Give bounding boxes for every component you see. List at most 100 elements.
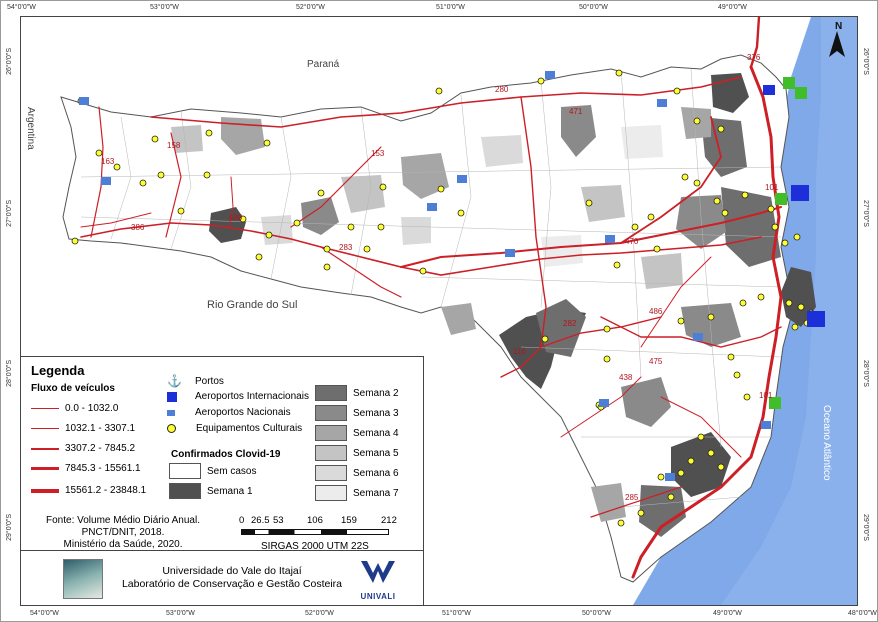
legend-no-cases: Sem casos [169,463,256,479]
university-name: Universidade do Vale do Itajaí [162,565,302,577]
coord-top-53: 53°0'0"W [150,4,179,11]
international-airports [763,85,825,327]
road-label-475: 475 [649,357,663,366]
flow-line-1 [31,408,59,409]
intl-airport-legend-icon [167,391,177,402]
coord-bottom-48: 48°0'0"W [848,610,877,617]
road-br475 [600,316,782,348]
univali-text: UNIVALI [360,592,396,601]
week3-area-w [301,197,339,235]
road-label-470: 470 [625,237,639,246]
ports [769,77,807,409]
label-argentina: Argentina [25,107,36,150]
week6-swatch [315,465,347,481]
road-label-283: 283 [339,243,353,252]
legend-week7: Semana 7 [315,485,399,501]
week5-area-1 [341,175,385,213]
week7-label: Semana 7 [353,487,399,499]
week1-area-sul [671,432,731,497]
legend-week5: Semana 5 [315,445,399,461]
scale-tick-26: 26.5 [251,515,270,526]
road-label-282: 282 [563,319,577,328]
no-cases-label: Sem casos [207,465,257,477]
flow-line-5 [31,488,59,493]
week2-swatch [315,385,347,401]
institution-footer: Universidade do Vale do Itajaí Laboratór… [21,550,423,606]
scale-bar-graphic [241,529,389,535]
map-svg [60,17,857,605]
legend-week3: Semana 3 [315,405,399,421]
road-label-158: 158 [167,141,181,150]
week1-swatch [169,483,201,499]
coord-top-54: 54°0'0"W [7,4,36,11]
cultural-legend-icon [167,424,176,433]
road-label-163: 163 [101,157,115,166]
week4-label: Semana 4 [353,427,399,439]
flow-class-3-label: 3307.2 - 7845.2 [65,443,136,454]
airport-icon [693,333,703,341]
airport-icon [101,177,111,185]
airport-icon [427,203,437,211]
road-sul-link [660,396,742,458]
covid-municipalities [171,73,816,537]
week5-label: Semana 5 [353,447,399,459]
coord-left-27: 27°0'0"S [6,200,13,227]
legend-week2: Semana 2 [315,385,399,401]
coord-top-50: 50°0'0"W [579,4,608,11]
week1-area-oeste [209,207,246,243]
road-br285 [590,486,682,518]
port-icon [795,87,807,99]
ocean-shade [721,17,857,605]
week4-area-3 [441,303,476,335]
road-network [80,17,783,579]
road-label-285: 285 [625,493,639,502]
week1-label: Semana 1 [207,485,253,497]
road-label-471: 471 [569,107,583,116]
cultural-label: Equipamentos Culturais [196,423,303,434]
week5-swatch [315,445,347,461]
road-label-116: 116 [513,347,526,356]
institution-name: Universidade do Vale do Itajaí Laboratór… [117,565,347,591]
anchor-icon: ⚓ [167,374,182,388]
week3-swatch [315,405,347,421]
week3-label: Semana 3 [353,407,399,419]
airport-icon [505,249,515,257]
coord-bottom-52: 52°0'0"W [305,610,334,617]
week6-area-1 [481,135,523,167]
port-icon [783,77,795,89]
road-label-376: 376 [747,53,761,62]
ports-label: Portos [195,375,224,387]
coord-bottom-53: 53°0'0"W [166,610,195,617]
flow-class-5: 15561.2 - 23848.1 [31,485,146,496]
intl-airport-icon [763,85,775,95]
road-label-280: 280 [495,85,509,94]
map-canvas[interactable]: Paraná Argentina Rio Grande do Sul Ocean… [20,16,858,606]
airport-icon [545,71,555,79]
confirmed-title: Confirmados Clovid-19 [171,449,281,460]
week5-area-4 [171,125,203,153]
legend-panel: Legenda Fluxo de veículos 0.0 - 1032.0 1… [20,356,424,606]
coord-left-26: 26°0'0"S [6,48,13,75]
week7-swatch [315,485,347,501]
road-br163 [90,106,104,238]
week6-area-2 [261,215,293,245]
legend-natl-airports: Aeroportos Nacionais [167,407,291,418]
scale-tick-53: 53 [273,515,284,526]
legend-week1: Semana 1 [169,483,253,499]
coord-right-26: 26°0'0"S [862,48,869,75]
week7-area-1 [621,125,663,159]
road-br158 [165,132,182,238]
coord-right-29: 29°0'0"S [862,514,869,541]
week3-area-ne [561,105,596,157]
flow-line-3 [31,447,59,450]
week2-area-center [721,187,781,267]
flow-title: Fluxo de veículos [31,383,115,394]
coord-top-49: 49°0'0"W [718,4,747,11]
scale-tick-159: 159 [341,515,357,526]
coord-left-28: 28°0'0"S [6,360,13,387]
week6-label: Semana 6 [353,467,399,479]
coord-right-27: 27°0'0"S [862,200,869,227]
port-icon [769,397,781,409]
intl-airports-label: Aeroportos Internacionais [195,391,309,402]
road-label-486: 486 [649,307,663,316]
